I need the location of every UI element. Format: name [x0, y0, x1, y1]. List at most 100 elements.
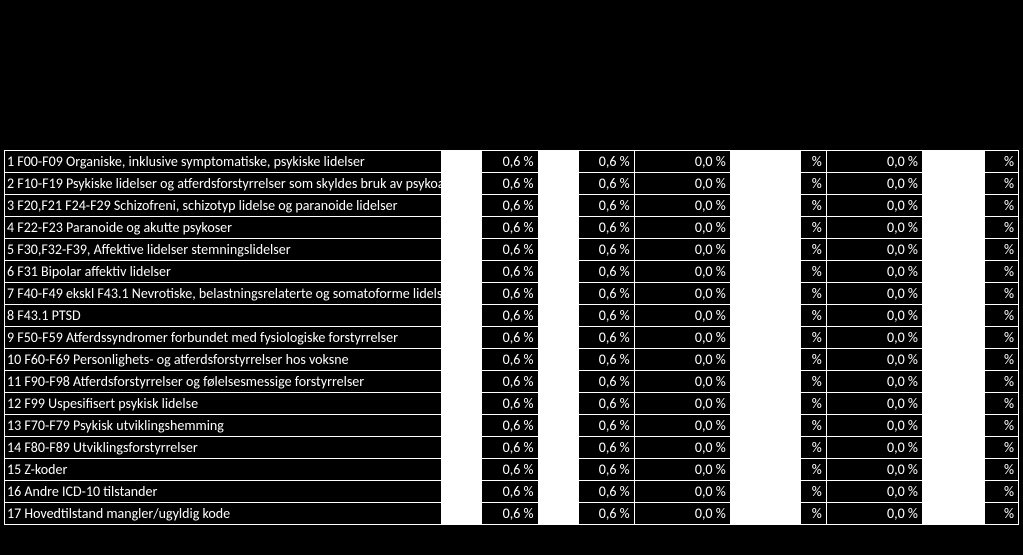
value-text: 0,0 % — [695, 241, 726, 258]
table-row: 14 F80-F89 Utviklingsforstyrrelser0,6 %0… — [5, 437, 1019, 459]
value-cell: % — [730, 327, 826, 349]
value-text: 0,6 % — [599, 307, 630, 324]
value-text: % — [1004, 439, 1014, 456]
value-text: 0,6 % — [599, 197, 630, 214]
value-cell: % — [922, 327, 1018, 349]
value-cell: 0,0 % — [634, 481, 730, 503]
diagnosis-label-cell: 15 Z-koder — [5, 459, 442, 481]
value-text: % — [1004, 263, 1014, 280]
value-cell: 0,0 % — [634, 415, 730, 437]
value-text: % — [1004, 417, 1014, 434]
value-text: 0,6 % — [503, 373, 534, 390]
value-cell: % — [922, 261, 1018, 283]
value-text: % — [1004, 461, 1014, 478]
value-text: % — [812, 351, 822, 368]
value-text: 0,0 % — [887, 483, 918, 500]
value-cell: 0,0 % — [826, 173, 922, 195]
value-text: 0,0 % — [695, 395, 726, 412]
value-text: 0,0 % — [695, 439, 726, 456]
value-cell: 0,6 % — [538, 283, 634, 305]
value-text: % — [1004, 351, 1014, 368]
value-cell: % — [922, 305, 1018, 327]
value-text: 0,0 % — [695, 417, 726, 434]
value-text: 0,0 % — [887, 505, 918, 522]
value-text: % — [812, 329, 822, 346]
value-text: % — [1004, 153, 1014, 170]
value-text: 0,6 % — [599, 461, 630, 478]
value-text: 0,0 % — [695, 307, 726, 324]
value-text: 0,6 % — [503, 285, 534, 302]
value-cell: % — [730, 173, 826, 195]
value-cell: 0,0 % — [826, 239, 922, 261]
value-text: 0,0 % — [887, 351, 918, 368]
value-cell: 0,6 % — [442, 217, 538, 239]
value-cell: 0,0 % — [826, 415, 922, 437]
value-text: 0,0 % — [887, 197, 918, 214]
table-row: 9 F50-F59 Atferdssyndromer forbundet med… — [5, 327, 1019, 349]
diagnosis-label-cell: 5 F30,F32-F39, Affektive lidelser stemni… — [5, 239, 442, 261]
value-cell: 0,6 % — [442, 305, 538, 327]
value-cell: 0,6 % — [442, 283, 538, 305]
value-text: % — [812, 219, 822, 236]
value-text: 0,0 % — [695, 153, 726, 170]
value-cell: 0,0 % — [634, 503, 730, 525]
value-text: % — [1004, 505, 1014, 522]
value-cell: 0,6 % — [442, 239, 538, 261]
value-cell: % — [922, 217, 1018, 239]
value-text: 0,6 % — [503, 263, 534, 280]
table-row: 3 F20,F21 F24-F29 Schizofreni, schizotyp… — [5, 195, 1019, 217]
value-cell: % — [730, 305, 826, 327]
diagnosis-label-cell: 13 F70-F79 Psykisk utviklingshemming — [5, 415, 442, 437]
table-row: 11 F90-F98 Atferdsforstyrrelser og følel… — [5, 371, 1019, 393]
value-text: % — [1004, 285, 1014, 302]
diagnosis-label-cell: 12 F99 Uspesifisert psykisk lidelse — [5, 393, 442, 415]
value-cell: % — [922, 349, 1018, 371]
value-text: % — [812, 505, 822, 522]
value-cell: 0,6 % — [442, 371, 538, 393]
value-text: 0,0 % — [887, 395, 918, 412]
value-cell: % — [730, 459, 826, 481]
table-row: 17 Hovedtilstand mangler/ugyldig kode0,6… — [5, 503, 1019, 525]
value-cell: % — [922, 393, 1018, 415]
value-text: 0,0 % — [695, 219, 726, 236]
value-cell: 0,0 % — [826, 305, 922, 327]
value-cell: 0,6 % — [442, 173, 538, 195]
table-row: 12 F99 Uspesifisert psykisk lidelse 0,6 %… — [5, 393, 1019, 415]
diagnosis-table: 1 F00-F09 Organiske, inklusive symptomat… — [4, 150, 1019, 525]
value-cell: 0,0 % — [826, 151, 922, 173]
value-text: 0,0 % — [887, 153, 918, 170]
value-cell: 0,0 % — [826, 261, 922, 283]
value-text: 0,0 % — [887, 175, 918, 192]
value-cell: 0,0 % — [634, 393, 730, 415]
value-cell: % — [922, 151, 1018, 173]
value-cell: 0,0 % — [826, 217, 922, 239]
value-text: 0,6 % — [599, 241, 630, 258]
table-container: 1 F00-F09 Organiske, inklusive symptomat… — [0, 0, 1023, 525]
value-cell: 0,6 % — [442, 327, 538, 349]
table-row: 1 F00-F09 Organiske, inklusive symptomat… — [5, 151, 1019, 173]
value-text: 0,6 % — [503, 505, 534, 522]
diagnosis-label-cell: 1 F00-F09 Organiske, inklusive symptomat… — [5, 151, 442, 173]
value-cell: 0,0 % — [826, 195, 922, 217]
value-text: % — [1004, 175, 1014, 192]
value-text: 0,0 % — [887, 417, 918, 434]
value-text: 0,6 % — [503, 197, 534, 214]
value-cell: 0,0 % — [826, 503, 922, 525]
value-text: 0,6 % — [503, 439, 534, 456]
value-cell: % — [730, 393, 826, 415]
value-text: 0,6 % — [599, 439, 630, 456]
diagnosis-label-cell: 2 F10-F19 Psykiske lidelser og atferdsfo… — [5, 173, 442, 195]
value-text: 0,6 % — [503, 395, 534, 412]
value-cell: 0,0 % — [826, 371, 922, 393]
value-text: 0,0 % — [695, 483, 726, 500]
value-cell: % — [922, 415, 1018, 437]
value-cell: % — [922, 195, 1018, 217]
value-text: 0,6 % — [599, 417, 630, 434]
table-row: 4 F22-F23 Paranoide og akutte psykoser0,… — [5, 217, 1019, 239]
diagnosis-label-cell: 16 Andre ICD-10 tilstander — [5, 481, 442, 503]
value-text: % — [812, 307, 822, 324]
value-cell: 0,6 % — [442, 261, 538, 283]
value-text: 0,0 % — [695, 351, 726, 368]
value-cell: 0,0 % — [634, 371, 730, 393]
value-text: 0,0 % — [695, 197, 726, 214]
